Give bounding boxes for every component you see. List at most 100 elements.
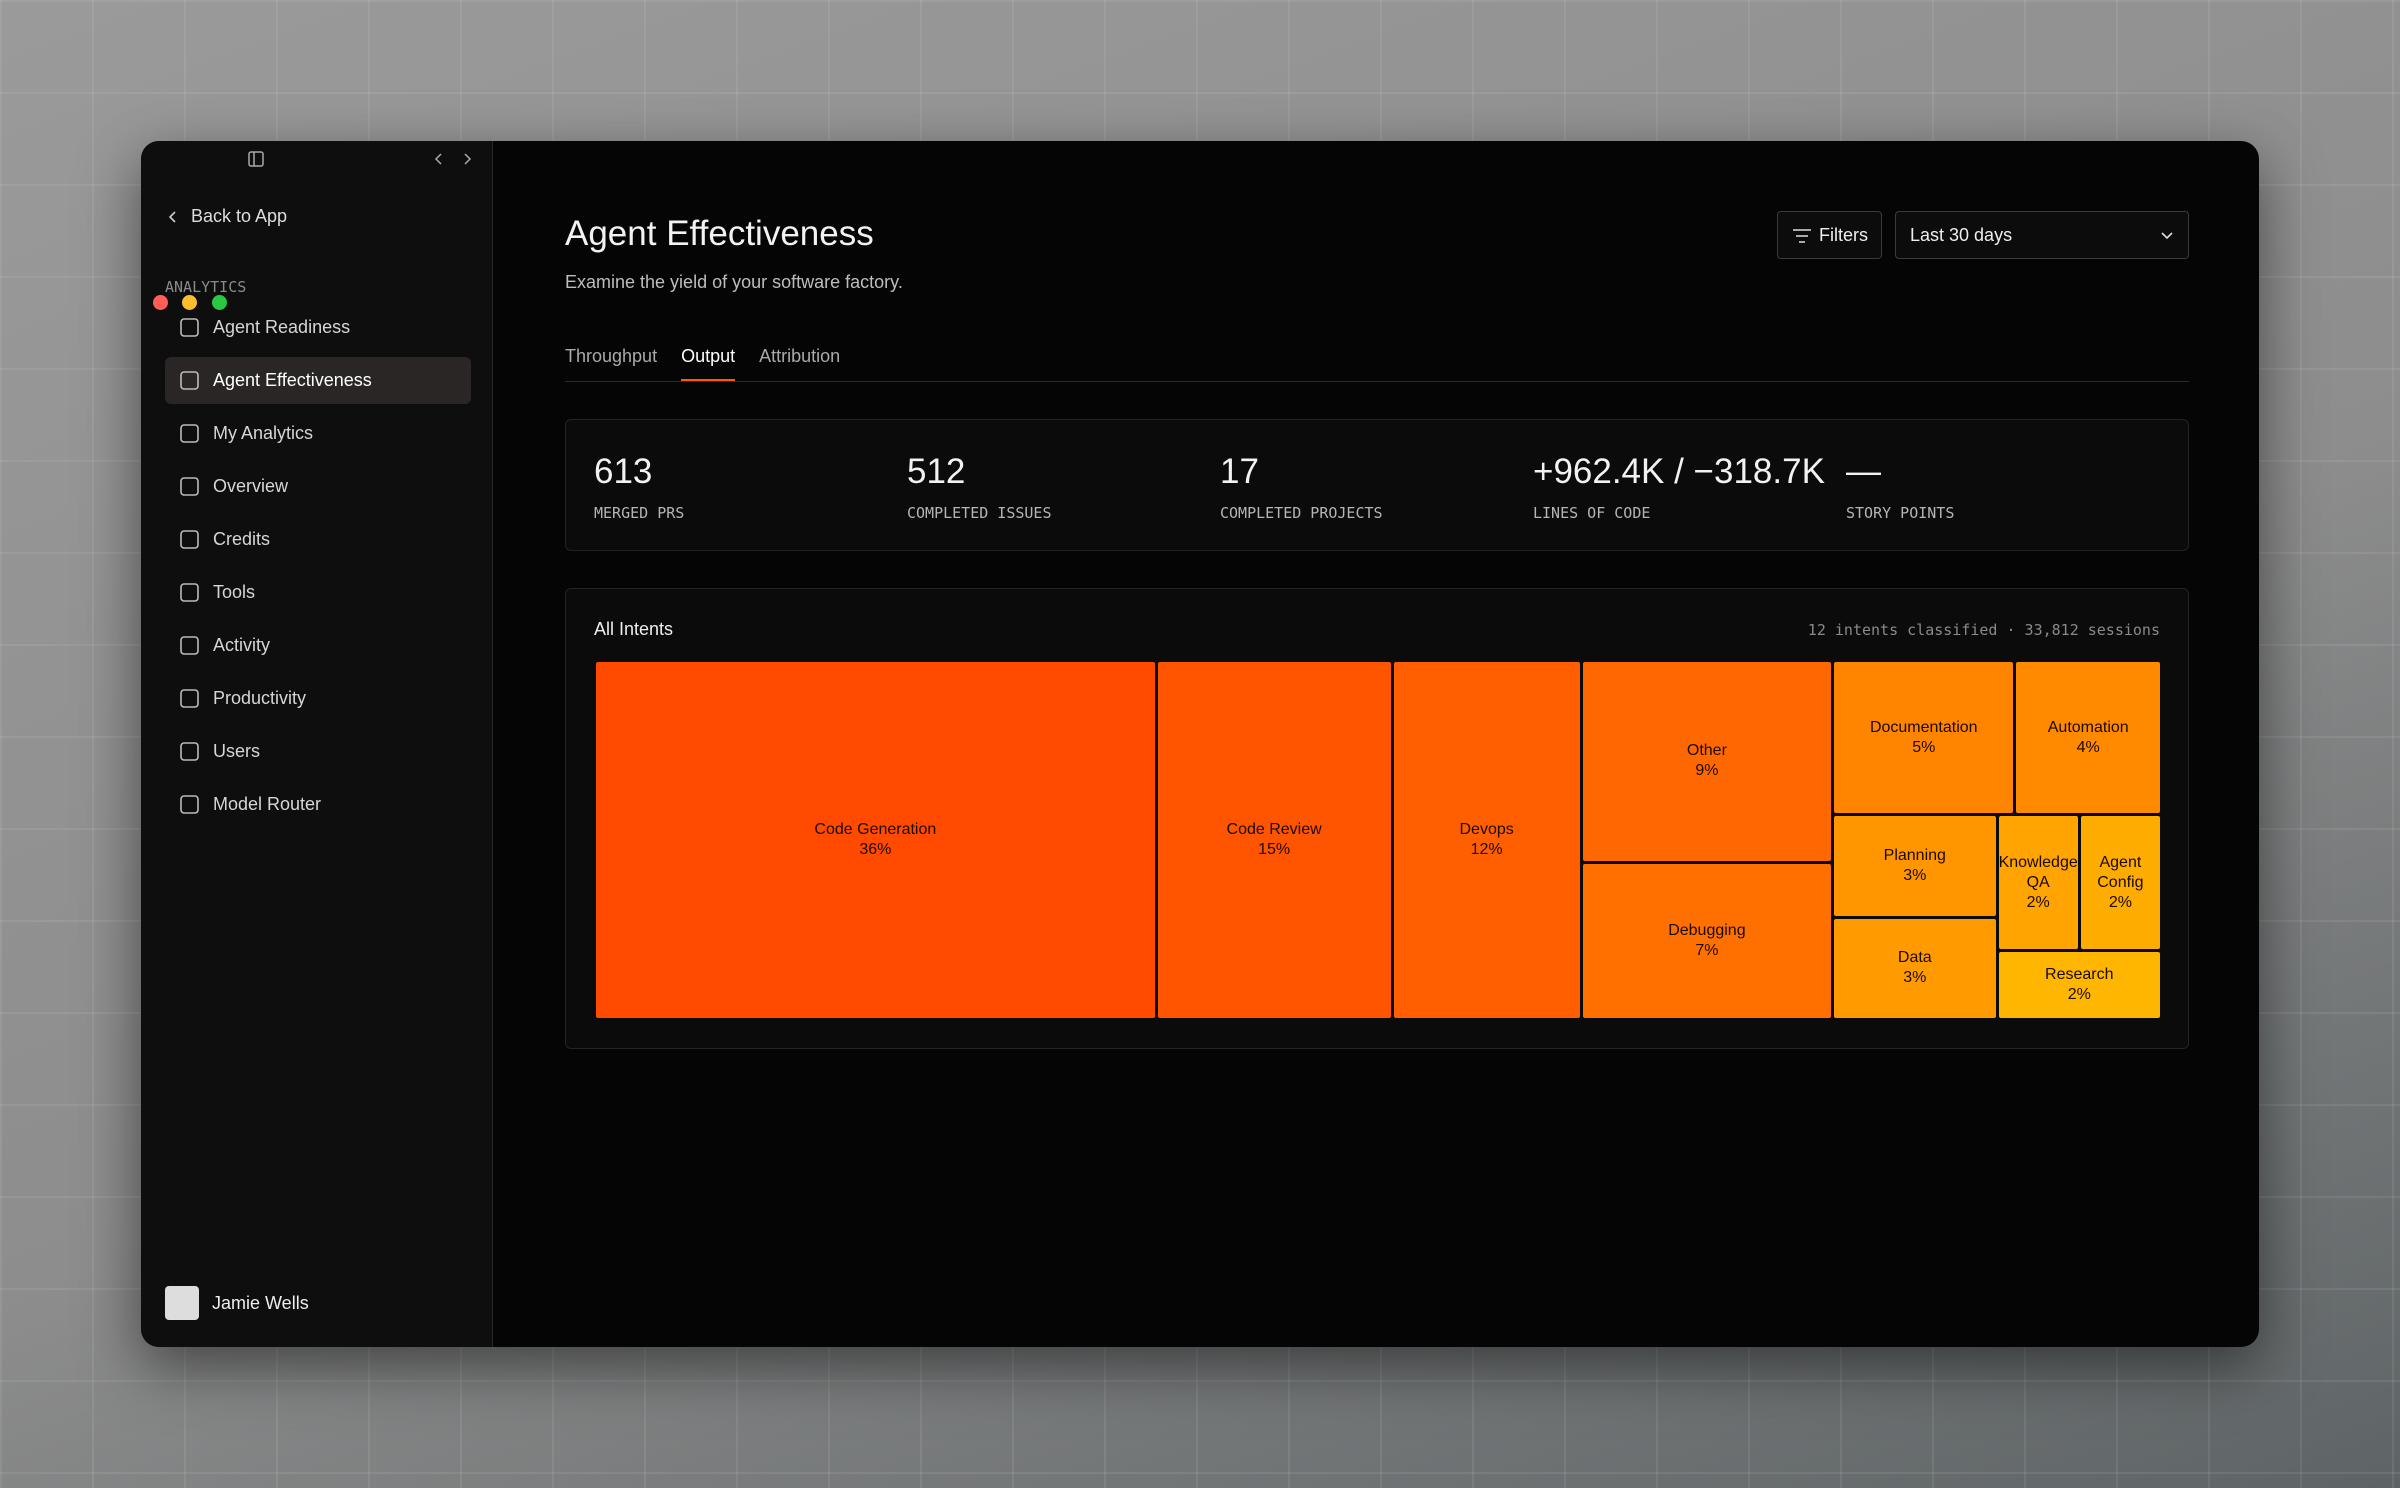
stats-card: 613 MERGED PRS 512 COMPLETED ISSUES 17 COMPLE… — [565, 419, 2189, 551]
range-select[interactable]: Last 30 days — [1895, 211, 2189, 259]
tile-value: 3% — [1903, 969, 1927, 987]
nav-item[interactable]: Activity — [165, 622, 471, 669]
tile-value: 7% — [1695, 941, 1719, 959]
sidebar: Back to App ANALYTICS Jamie Wells Agent … — [141, 141, 493, 1347]
zoom-button[interactable] — [212, 295, 227, 310]
treemap-tile[interactable]: Automation 4% — [2016, 662, 2160, 814]
nav-icon — [180, 371, 199, 390]
stat-value: +962.4K / −318.7K — [1533, 452, 1825, 491]
stat-value: — — [1846, 452, 1881, 491]
stat-label: STORY POINTS — [1846, 504, 1955, 522]
treemap-tile[interactable]: Code Generation 36% — [596, 662, 1155, 1018]
user-name[interactable]: Jamie Wells — [212, 1293, 309, 1313]
nav-label: Model Router — [213, 794, 322, 814]
back-link[interactable]: Back to App — [191, 206, 288, 226]
nav-label: Productivity — [213, 688, 307, 708]
treemap-tile[interactable]: Data 3% — [1834, 918, 1996, 1018]
minimize-button[interactable] — [182, 295, 197, 310]
nav-label: My Analytics — [213, 423, 314, 443]
nav-item[interactable]: Agent Readiness — [165, 304, 471, 351]
tile-label: Devops — [1459, 821, 1514, 838]
tile-label: Code Generation — [814, 821, 937, 838]
nav-item[interactable]: Productivity — [165, 675, 471, 722]
nav-item[interactable]: Users — [165, 728, 471, 775]
nav-item[interactable]: Agent Effectiveness — [165, 357, 471, 404]
stat-value: 512 — [907, 452, 966, 491]
tile-value: 2% — [2067, 985, 2091, 1003]
tab-divider — [565, 381, 2189, 382]
tile-label: Code Review — [1226, 821, 1322, 838]
treemap-tile[interactable]: Agent Config 2% — [2080, 816, 2160, 949]
app-window: Back to App ANALYTICS Jamie Wells Agent … — [141, 141, 2259, 1347]
tile-label: Planning — [1883, 846, 1946, 864]
tile-value: 5% — [1912, 738, 1936, 756]
tile-value: 15% — [1258, 841, 1291, 858]
nav-label: Credits — [213, 529, 271, 549]
nav-item[interactable]: Credits — [165, 516, 471, 563]
tab[interactable]: Throughput — [565, 346, 658, 366]
nav-label: Overview — [213, 476, 289, 496]
nav-icon — [180, 477, 199, 496]
nav-icon — [180, 318, 199, 337]
nav-label: Tools — [213, 582, 256, 602]
treemap: Code Generation 36% Code Review 15% Devops 12… — [596, 662, 2160, 1018]
treemap-summary: 12 intents classified · 33,812 sessions — [1807, 621, 2160, 639]
treemap-tile[interactable]: Debugging 7% — [1582, 863, 1832, 1018]
nav-label: Agent Effectiveness — [213, 370, 372, 390]
tile-value: 3% — [1903, 866, 1927, 884]
avatar — [165, 1286, 199, 1320]
tile-label: Documentation — [1869, 718, 1978, 736]
filters-label: Filters — [1819, 225, 1868, 245]
nav-item[interactable]: Overview — [165, 463, 471, 510]
treemap-tile[interactable]: Devops 12% — [1393, 662, 1580, 1018]
page-subtitle: Examine the yield of your software facto… — [565, 272, 903, 292]
treemap-tile[interactable]: Code Review 15% — [1157, 662, 1391, 1018]
dropdown-icon — [2161, 232, 2173, 240]
treemap-tile[interactable]: Research 2% — [1998, 951, 2160, 1018]
tab[interactable]: Attribution — [759, 346, 841, 366]
nav-label: Agent Readiness — [213, 317, 351, 337]
stat-value: 613 — [594, 452, 653, 491]
filters-icon — [1793, 229, 1811, 243]
treemap-tile[interactable]: Knowledge QA 2% — [1998, 816, 2078, 949]
stat-label: MERGED PRS — [594, 504, 685, 522]
tile-label: Other — [1686, 742, 1727, 760]
treemap-title: All Intents — [594, 619, 674, 639]
nav-item[interactable]: Model Router — [165, 781, 471, 828]
nav-icon — [180, 583, 199, 602]
treemap-tile[interactable]: Other 9% — [1582, 662, 1832, 861]
nav-label: Activity — [213, 635, 271, 655]
sidebar-toggle[interactable] — [248, 151, 264, 167]
stat-value: 17 — [1220, 452, 1259, 491]
tile-label: Data — [1897, 949, 1932, 967]
nav-icon — [180, 742, 199, 761]
stat-label: COMPLETED PROJECTS — [1220, 504, 1383, 522]
stat-label: COMPLETED ISSUES — [907, 504, 1052, 522]
stat-label: LINES OF CODE — [1533, 504, 1651, 522]
nav-item[interactable]: My Analytics — [165, 410, 471, 457]
range-label: Last 30 days — [1910, 225, 2013, 245]
nav-icon — [180, 530, 199, 549]
tile-value: 4% — [2076, 738, 2100, 756]
filters-button[interactable]: Filters — [1777, 211, 1882, 259]
history-arrows[interactable] — [433, 151, 473, 167]
nav-label: Users — [213, 741, 261, 761]
intents-card: All Intents 12 intents classified · 33,8… — [565, 588, 2189, 1049]
section-label: ANALYTICS — [165, 278, 247, 296]
nav-icon — [180, 636, 199, 655]
tile-value: 9% — [1695, 762, 1719, 780]
page-title: Agent Effectiveness — [565, 214, 874, 253]
tile-value: 12% — [1470, 841, 1503, 858]
tile-label: Research — [2045, 965, 2114, 983]
treemap-tile[interactable]: Documentation 5% — [1834, 662, 2014, 814]
tile-value: 2% — [2026, 893, 2050, 911]
back-icon — [168, 211, 176, 223]
nav-icon — [180, 689, 199, 708]
tab[interactable]: Output — [681, 346, 736, 381]
tile-label: Knowledge QA — [1998, 853, 2078, 891]
treemap-tile[interactable]: Planning 3% — [1834, 816, 1996, 916]
nav-item[interactable]: Tools — [165, 569, 471, 616]
nav-icon — [180, 424, 199, 443]
close-button[interactable] — [153, 295, 168, 310]
tile-label: Agent Config — [2097, 853, 2144, 891]
